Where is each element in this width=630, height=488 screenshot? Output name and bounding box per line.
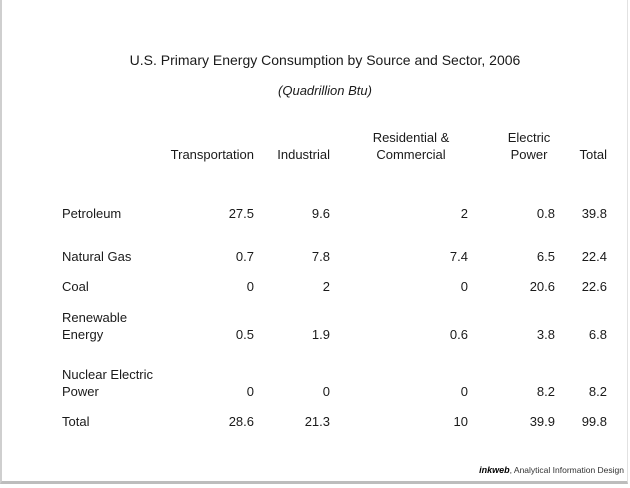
table-cell: 0.6 xyxy=(449,327,468,342)
table-cell: 10 xyxy=(453,414,468,429)
col-header-residential-commercial-text: Residential & Commercial xyxy=(372,130,450,162)
row-label: Total xyxy=(62,414,90,429)
col-header-electric-power: Electric Power xyxy=(468,127,555,163)
table-cell: 0 xyxy=(246,279,254,294)
table-cell: 7.8 xyxy=(311,249,330,264)
table-cell: 0.8 xyxy=(536,206,555,221)
chart-title: U.S. Primary Energy Consumption by Sourc… xyxy=(129,52,521,68)
table-cell: 6.8 xyxy=(588,327,607,342)
energy-table: Transportation Industrial Residential & … xyxy=(62,127,607,430)
table-row: Coal 0 2 0 20.6 22.6 xyxy=(62,265,607,295)
table-cell: 20.6 xyxy=(529,279,555,294)
table-cell: 3.8 xyxy=(536,327,555,342)
table-row: Natural Gas 0.7 7.8 7.4 6.5 22.4 xyxy=(62,222,607,265)
header-row: Transportation Industrial Residential & … xyxy=(62,127,607,163)
table-cell: 21.3 xyxy=(304,414,330,429)
chart-subtitle: (Quadrillion Btu) xyxy=(278,83,372,98)
table-cell: 2 xyxy=(322,279,330,294)
table-cell: 0 xyxy=(246,384,254,399)
row-label: Coal xyxy=(62,279,89,294)
col-header-transportation: Transportation xyxy=(170,147,254,162)
table-row: Renewable Energy 0.5 1.9 0.6 3.8 6.8 xyxy=(62,295,607,343)
table-cell: 2 xyxy=(460,206,468,221)
table-cell: 99.8 xyxy=(581,414,607,429)
table-cell: 7.4 xyxy=(449,249,468,264)
table-row: Petroleum 27.5 9.6 2 0.8 39.8 xyxy=(62,163,607,222)
table-row: Nuclear Electric Power 0 0 0 8.2 8.2 xyxy=(62,343,607,400)
table-cell: 0 xyxy=(322,384,330,399)
table-cell: 8.2 xyxy=(588,384,607,399)
table-cell: 27.5 xyxy=(228,206,254,221)
table-cell: 6.5 xyxy=(536,249,555,264)
table-cell: 22.6 xyxy=(581,279,607,294)
col-header-electric-power-text: Electric Power xyxy=(507,130,551,162)
col-header-total: Total xyxy=(579,147,607,162)
table-cell: 0.5 xyxy=(235,327,254,342)
table-row-total: Total 28.6 21.3 10 39.9 99.8 xyxy=(62,400,607,430)
row-label: Nuclear Electric Power xyxy=(62,367,154,399)
brand-logo: inkweb xyxy=(479,465,510,475)
table-cell: 39.9 xyxy=(529,414,555,429)
table-cell: 28.6 xyxy=(228,414,254,429)
table-cell: 0 xyxy=(460,279,468,294)
table-cell: 22.4 xyxy=(581,249,607,264)
table-cell: 0 xyxy=(460,384,468,399)
brand-text: Analytical Information Design xyxy=(513,465,624,475)
brand-separator: , xyxy=(509,465,514,475)
table-cell: 1.9 xyxy=(311,327,330,342)
table-cell: 0.7 xyxy=(235,249,254,264)
table-cell: 9.6 xyxy=(311,206,330,221)
table-cell: 8.2 xyxy=(536,384,555,399)
col-header-residential-commercial: Residential & Commercial xyxy=(330,127,468,163)
brand-footer: inkweb, Analytical Information Design xyxy=(479,465,624,475)
corner-cell xyxy=(62,127,154,163)
row-label: Renewable Energy xyxy=(62,310,128,342)
table-cell: 39.8 xyxy=(581,206,607,221)
col-header-industrial: Industrial xyxy=(277,147,330,162)
row-label: Natural Gas xyxy=(62,249,132,264)
row-label: Petroleum xyxy=(62,206,122,221)
